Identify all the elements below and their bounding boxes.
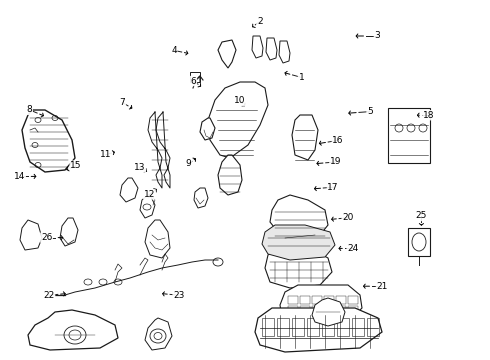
Bar [322, 318, 334, 336]
Polygon shape [262, 225, 335, 260]
Polygon shape [60, 218, 78, 246]
Polygon shape [145, 318, 172, 350]
Bar [324, 296, 334, 304]
Text: 14: 14 [14, 172, 25, 181]
Bar [277, 318, 289, 336]
Text: 19: 19 [330, 157, 342, 166]
Polygon shape [266, 38, 277, 60]
Text: 18: 18 [423, 111, 435, 120]
Text: 23: 23 [173, 291, 185, 300]
Bar [408, 228, 430, 256]
Bar [300, 306, 310, 314]
Bar [324, 306, 334, 314]
Text: 15: 15 [70, 161, 82, 170]
Polygon shape [194, 188, 208, 208]
Text: 2: 2 [257, 17, 263, 26]
Polygon shape [20, 220, 42, 250]
Text: 24: 24 [347, 244, 358, 253]
Text: 1: 1 [298, 73, 304, 82]
Text: 6: 6 [191, 77, 196, 85]
Bar [312, 296, 322, 304]
Polygon shape [145, 220, 170, 258]
Polygon shape [292, 115, 318, 160]
Text: 26: 26 [41, 233, 52, 242]
Polygon shape [140, 195, 155, 218]
Bar [288, 306, 298, 314]
Text: 4: 4 [171, 46, 177, 55]
Polygon shape [218, 40, 236, 68]
Text: 11: 11 [99, 150, 111, 159]
Bar [288, 316, 298, 324]
Bar [312, 306, 322, 314]
Text: 22: 22 [44, 291, 54, 300]
Bar [262, 318, 274, 336]
Text: 16: 16 [332, 136, 344, 145]
Text: 7: 7 [120, 98, 125, 107]
Bar [388, 108, 430, 163]
Bar [348, 306, 358, 314]
Polygon shape [200, 118, 215, 140]
Polygon shape [252, 36, 263, 58]
Polygon shape [28, 310, 118, 350]
Polygon shape [279, 41, 290, 63]
Bar [300, 296, 310, 304]
Text: 10: 10 [234, 96, 246, 105]
Polygon shape [22, 110, 75, 172]
Text: 9: 9 [186, 159, 192, 168]
Bar [336, 306, 346, 314]
Bar [367, 318, 379, 336]
Polygon shape [280, 285, 362, 325]
Bar [288, 296, 298, 304]
Polygon shape [312, 298, 345, 326]
Bar [336, 316, 346, 324]
Bar [348, 316, 358, 324]
Bar [312, 316, 322, 324]
Polygon shape [265, 248, 332, 288]
Bar [336, 296, 346, 304]
Text: 17: 17 [327, 183, 339, 192]
Polygon shape [218, 155, 242, 195]
Bar [337, 318, 349, 336]
Polygon shape [208, 82, 268, 158]
Text: 12: 12 [144, 190, 155, 199]
Bar [307, 318, 319, 336]
Text: 5: 5 [367, 107, 373, 116]
Bar [300, 316, 310, 324]
Bar [292, 318, 304, 336]
Text: 8: 8 [26, 105, 32, 114]
Ellipse shape [412, 233, 426, 251]
Text: 25: 25 [416, 211, 427, 220]
Polygon shape [255, 308, 382, 352]
Bar [348, 296, 358, 304]
Text: 20: 20 [342, 213, 354, 222]
Polygon shape [120, 178, 138, 202]
Text: 3: 3 [374, 31, 380, 40]
Text: 21: 21 [376, 282, 388, 291]
Polygon shape [270, 195, 328, 238]
Text: 13: 13 [134, 163, 146, 172]
Bar [324, 316, 334, 324]
Bar [352, 318, 364, 336]
